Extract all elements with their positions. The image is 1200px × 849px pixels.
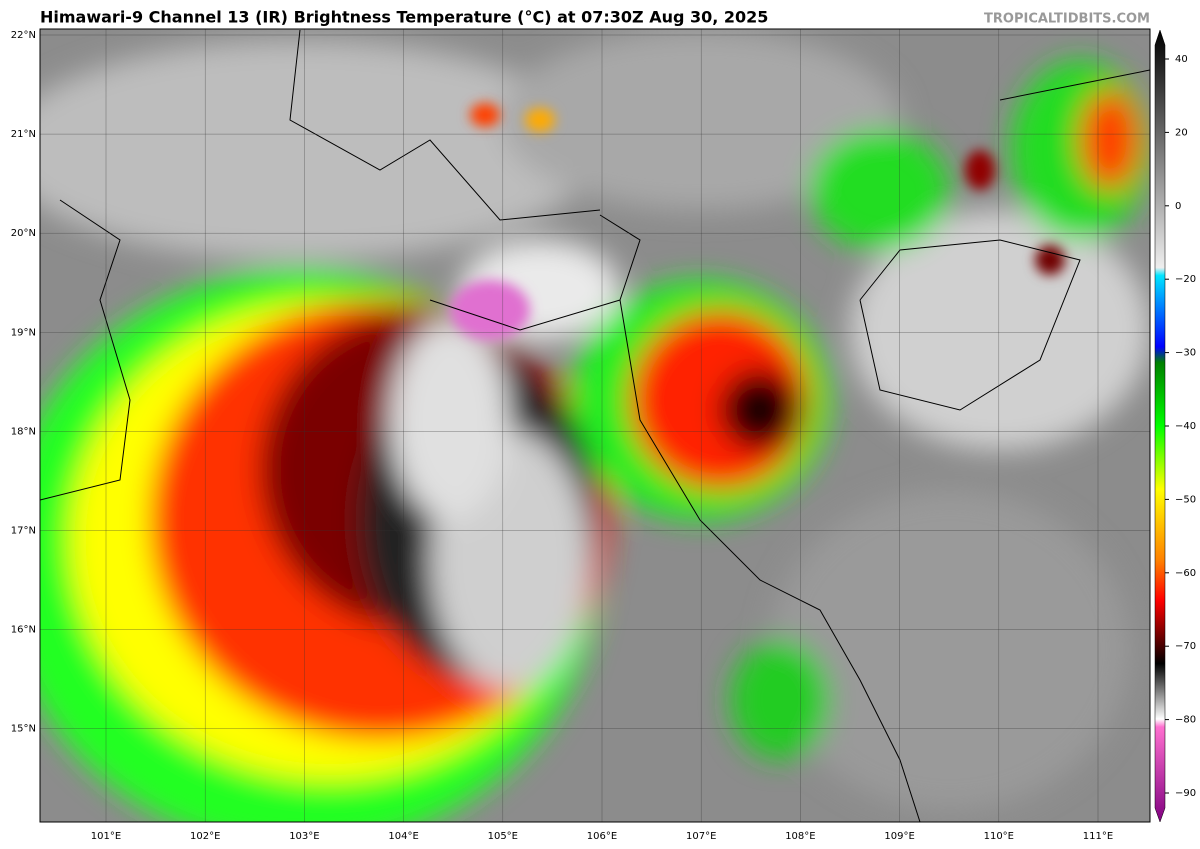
colorbar-label: −30 bbox=[1175, 348, 1196, 359]
map-frame bbox=[39, 28, 1151, 823]
colorbar-label: −40 bbox=[1175, 421, 1196, 432]
colorbar-label: −70 bbox=[1175, 641, 1196, 652]
colorbar bbox=[1154, 29, 1166, 823]
lon-label: 106°E bbox=[587, 831, 617, 842]
lat-label: 19°N bbox=[11, 327, 36, 338]
colorbar-label: 0 bbox=[1175, 201, 1181, 212]
lat-label: 18°N bbox=[11, 426, 36, 437]
lon-label: 110°E bbox=[984, 831, 1014, 842]
lon-label: 107°E bbox=[686, 831, 716, 842]
colorbar-label: −20 bbox=[1175, 274, 1196, 285]
lon-label: 105°E bbox=[488, 831, 518, 842]
lon-label: 109°E bbox=[884, 831, 914, 842]
lat-label: 22°N bbox=[11, 30, 36, 41]
lon-label: 104°E bbox=[388, 831, 418, 842]
colorbar-label: −50 bbox=[1175, 494, 1196, 505]
lat-label: 21°N bbox=[11, 129, 36, 140]
colorbar-label: −90 bbox=[1175, 788, 1196, 799]
lon-label: 103°E bbox=[289, 831, 319, 842]
colorbar-label: −80 bbox=[1175, 715, 1196, 726]
credit: TROPICALTIDBITS.COM bbox=[984, 12, 1150, 27]
lat-label: 16°N bbox=[11, 625, 36, 636]
title: Himawari-9 Channel 13 (IR) Brightness Te… bbox=[40, 8, 768, 27]
lat-label: 17°N bbox=[11, 526, 36, 537]
lat-label: 15°N bbox=[11, 724, 36, 735]
lon-label: 111°E bbox=[1083, 831, 1113, 842]
colorbar-label: 40 bbox=[1175, 54, 1188, 65]
satellite-image bbox=[40, 29, 1150, 822]
colorbar-label: −60 bbox=[1175, 568, 1196, 579]
colorbar-label: 20 bbox=[1175, 127, 1188, 138]
lon-label: 101°E bbox=[91, 831, 121, 842]
lat-label: 20°N bbox=[11, 228, 36, 239]
lon-label: 108°E bbox=[785, 831, 815, 842]
lon-label: 102°E bbox=[190, 831, 220, 842]
